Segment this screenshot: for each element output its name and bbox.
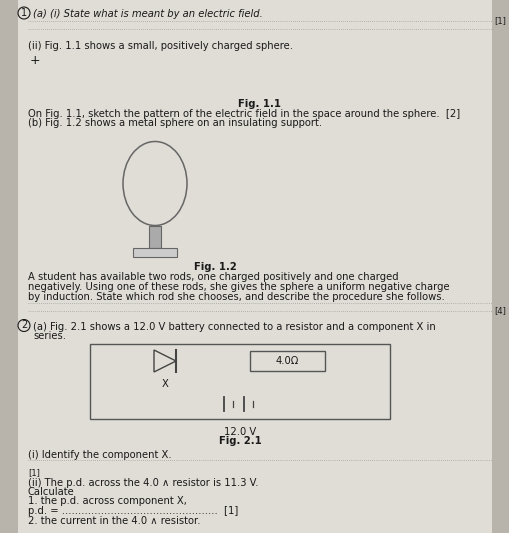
Text: by induction. State which rod she chooses, and describe the procedure she follow: by induction. State which rod she choose…	[28, 292, 444, 302]
Text: 2. the current in the 4.0 ∧ resistor.: 2. the current in the 4.0 ∧ resistor.	[28, 515, 200, 526]
Text: (b) Fig. 1.2 shows a metal sphere on an insulating support.: (b) Fig. 1.2 shows a metal sphere on an …	[28, 118, 322, 128]
Text: 1. the p.d. across component X,: 1. the p.d. across component X,	[28, 497, 186, 506]
Text: Fig. 2.1: Fig. 2.1	[218, 437, 261, 447]
Text: 1: 1	[21, 8, 27, 18]
Text: 12.0 V: 12.0 V	[223, 427, 256, 437]
Text: (i) Identify the component X.: (i) Identify the component X.	[28, 450, 172, 460]
Text: [4]: [4]	[493, 306, 505, 315]
Text: X: X	[161, 379, 168, 389]
Text: 4.0Ω: 4.0Ω	[275, 356, 299, 366]
Text: Fig. 1.2: Fig. 1.2	[193, 262, 236, 271]
Text: negatively. Using one of these rods, she gives the sphere a uniform negative cha: negatively. Using one of these rods, she…	[28, 282, 449, 292]
Text: (ii) The p.d. across the 4.0 ∧ resistor is 11.3 V.: (ii) The p.d. across the 4.0 ∧ resistor …	[28, 478, 258, 488]
Bar	[249, 351, 324, 371]
Bar	[149, 225, 161, 247]
Bar	[90, 344, 389, 419]
Text: On Fig. 1.1, sketch the pattern of the electric field in the space around the sp: On Fig. 1.1, sketch the pattern of the e…	[28, 109, 459, 119]
Text: +: +	[30, 54, 41, 67]
Text: 2: 2	[21, 320, 27, 330]
Text: (ii) Fig. 1.1 shows a small, positively charged sphere.: (ii) Fig. 1.1 shows a small, positively …	[28, 41, 293, 51]
Text: [1]: [1]	[493, 17, 505, 26]
Text: [1]: [1]	[28, 468, 40, 477]
Bar	[133, 247, 177, 256]
Text: (a) (i) State what is meant by an electric field.: (a) (i) State what is meant by an electr…	[33, 9, 262, 19]
Text: Fig. 1.1: Fig. 1.1	[238, 99, 281, 109]
Text: A student has available two rods, one charged positively and one charged: A student has available two rods, one ch…	[28, 272, 398, 282]
Text: series.: series.	[33, 331, 66, 341]
Text: Calculate: Calculate	[28, 487, 75, 497]
Text: p.d. = ................................................  [1]: p.d. = .................................…	[28, 506, 238, 516]
Text: (a) Fig. 2.1 shows a 12.0 V battery connected to a resistor and a component X in: (a) Fig. 2.1 shows a 12.0 V battery conn…	[33, 321, 435, 332]
